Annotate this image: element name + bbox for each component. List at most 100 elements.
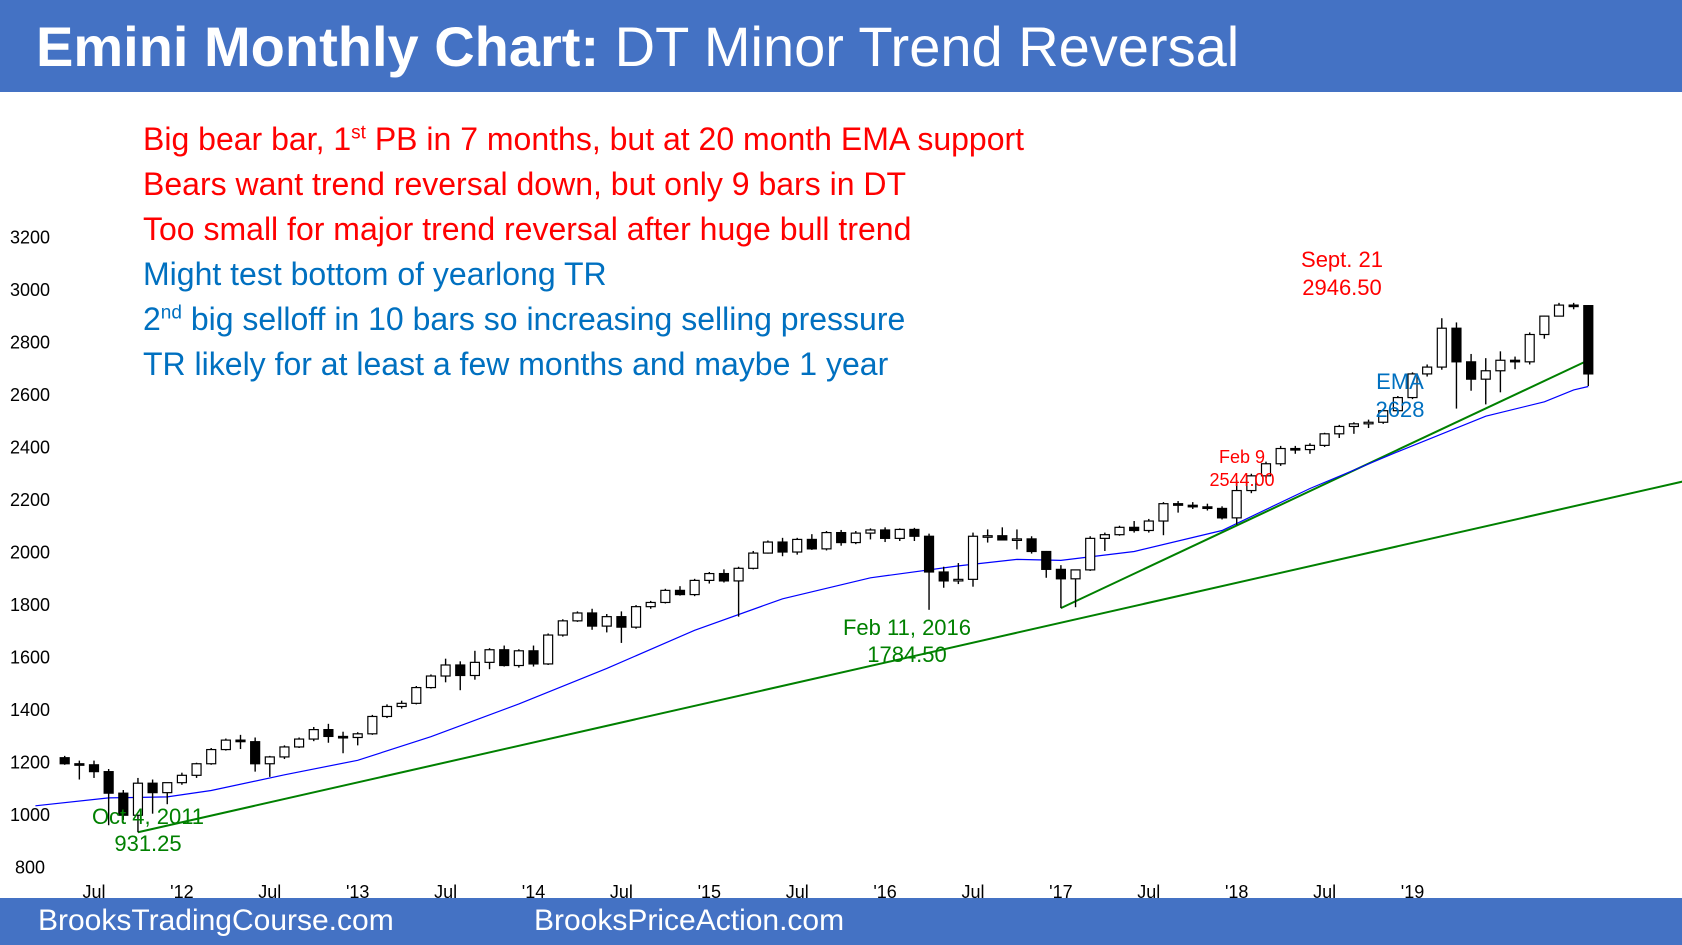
x-tick-label: '15	[698, 882, 721, 898]
candle	[1583, 305, 1594, 387]
candle	[1524, 332, 1535, 365]
candle	[337, 731, 349, 754]
x-tick-label: Jul	[786, 882, 809, 898]
candle-body-bull	[411, 686, 422, 704]
candle	[689, 578, 700, 597]
candle-body-bear	[1129, 526, 1140, 532]
note-superscript: nd	[160, 302, 182, 324]
candle	[1085, 536, 1096, 571]
candle	[704, 571, 715, 584]
note-text: Might test bottom of yearlong TR	[143, 256, 607, 292]
candle-body-bear	[250, 741, 261, 765]
candle-body-bull	[1524, 333, 1535, 363]
candle-body-bull	[1378, 410, 1389, 423]
candle-body-bear	[1216, 507, 1228, 519]
candle	[1495, 351, 1506, 393]
candle	[425, 674, 437, 689]
candle-body-bull	[381, 705, 393, 718]
y-tick-label: 2200	[10, 490, 50, 510]
candle	[1422, 364, 1433, 377]
annotation-label: Oct 4, 2011	[92, 804, 204, 829]
candle	[250, 737, 261, 772]
candle-body-bull	[982, 535, 993, 538]
candle-body-bear	[147, 782, 158, 794]
annotation-label: 1784.50	[867, 642, 947, 667]
title-bar: Emini Monthly Chart: DT Minor Trend Reve…	[0, 0, 1682, 92]
candle-body-bull	[1392, 396, 1403, 412]
candle	[909, 527, 920, 541]
candle	[59, 755, 70, 765]
candle	[279, 745, 290, 760]
candle	[118, 790, 129, 820]
y-tick-label: 800	[15, 858, 45, 878]
candle-body-bear	[74, 763, 85, 766]
y-tick-label: 2600	[10, 385, 50, 405]
candle	[543, 633, 554, 665]
candle	[352, 732, 363, 746]
candle-body-bull	[953, 578, 964, 582]
annotation-label: 2544.00	[1209, 470, 1274, 490]
candle	[440, 658, 451, 683]
candle	[1348, 422, 1360, 434]
candle-body-bull	[352, 733, 363, 739]
y-tick-label: 1800	[10, 595, 50, 615]
candle	[294, 737, 305, 748]
candle	[1568, 302, 1579, 310]
candle-body-bull	[440, 664, 451, 677]
candle-body-bull	[1495, 359, 1506, 372]
footer-left: BrooksTradingCourse.com	[38, 904, 394, 937]
candle	[630, 605, 642, 629]
candle	[1553, 302, 1565, 317]
candle-body-bear	[1055, 568, 1067, 580]
candle-body-bear	[1290, 447, 1301, 451]
candle-body-bull	[132, 782, 144, 816]
candle	[674, 586, 686, 596]
candle-body-bear	[879, 529, 891, 539]
candle	[1143, 518, 1154, 533]
candle	[718, 569, 730, 583]
candle-body-bear	[1568, 304, 1579, 308]
candle	[411, 685, 422, 705]
candle-body-bear	[777, 541, 788, 553]
candle-body-bull	[1480, 370, 1491, 380]
candle	[132, 777, 144, 833]
candle	[1275, 445, 1286, 466]
candle-body-bull	[1231, 489, 1242, 519]
candle	[513, 649, 524, 668]
candle	[645, 600, 656, 609]
candle-body-bull	[645, 601, 656, 608]
candle	[1363, 419, 1374, 429]
y-tick-label: 1000	[10, 805, 50, 825]
candle-body-bull	[308, 729, 319, 740]
candle	[1026, 536, 1037, 554]
candle-body-bear	[1583, 305, 1594, 375]
candle-body-bull	[1334, 425, 1345, 435]
annotation-label: 931.25	[114, 831, 181, 856]
candle-body-bull	[425, 675, 437, 689]
candle	[1231, 480, 1242, 525]
candle-body-bull	[1085, 537, 1096, 571]
candle	[733, 566, 744, 617]
candle-body-bull	[367, 715, 378, 735]
candle	[557, 619, 568, 637]
y-tick-label: 2800	[10, 332, 50, 352]
title-bold: Emini Monthly Chart:	[36, 15, 600, 78]
candle	[660, 588, 671, 604]
candle	[850, 531, 861, 545]
candle	[836, 529, 847, 546]
candle-body-bear	[923, 535, 935, 573]
candle-body-bear	[1202, 506, 1213, 510]
x-tick-label: Jul	[82, 882, 105, 898]
candle-body-bear	[1451, 327, 1462, 363]
candle	[162, 782, 173, 805]
candles	[59, 302, 1594, 833]
candle	[235, 734, 246, 750]
candle-body-bear	[59, 757, 70, 765]
candle	[1539, 315, 1550, 339]
candle	[1407, 372, 1418, 400]
candle	[821, 531, 832, 551]
candle	[1451, 322, 1462, 409]
candle	[484, 648, 495, 670]
candle-body-bear	[938, 571, 949, 582]
